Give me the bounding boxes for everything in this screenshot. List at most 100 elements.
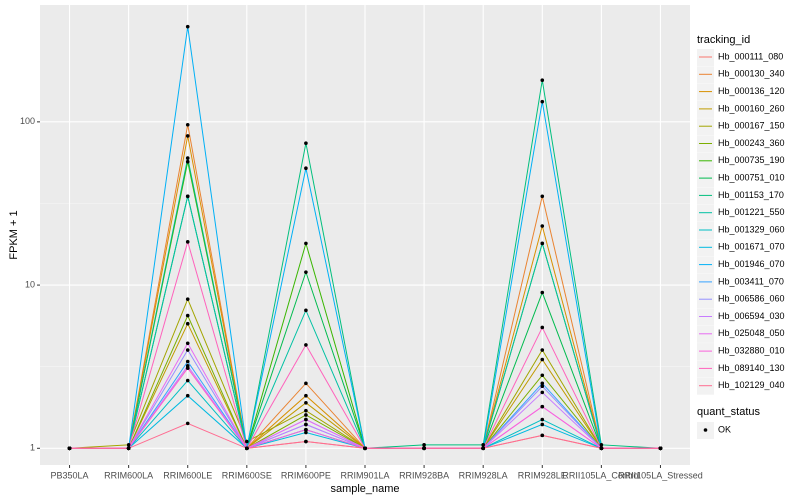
point <box>126 446 131 451</box>
point <box>304 308 308 313</box>
point <box>363 446 367 451</box>
point <box>304 141 308 146</box>
legend-label: Hb_000111_080 <box>718 51 783 61</box>
legend-label: Hb_000243_360 <box>718 138 785 148</box>
point <box>540 433 545 438</box>
point <box>185 24 190 29</box>
legend-label: Hb_102129_040 <box>718 380 785 390</box>
point <box>304 270 308 274</box>
point <box>185 156 190 160</box>
legend-point <box>703 428 708 432</box>
legend-label: Hb_000167_150 <box>718 121 785 131</box>
point <box>540 348 545 352</box>
point <box>540 224 545 228</box>
point <box>185 341 190 346</box>
point <box>304 422 308 427</box>
point <box>304 393 308 398</box>
x-tick-label: RRIM600PE <box>281 470 331 480</box>
point <box>67 446 72 451</box>
point <box>304 417 308 422</box>
point <box>304 430 308 435</box>
point <box>540 390 545 395</box>
point <box>540 381 545 386</box>
legend-label: Hb_000160_260 <box>718 103 785 113</box>
x-tick-label: RRIM901LA <box>340 470 389 480</box>
legend-label: Hb_001946_070 <box>718 259 785 269</box>
point <box>185 134 190 138</box>
point <box>304 408 308 413</box>
point <box>540 194 545 199</box>
point <box>185 378 190 383</box>
point <box>422 446 426 451</box>
point <box>185 194 190 199</box>
point <box>422 443 426 447</box>
point <box>304 400 308 405</box>
point <box>185 366 190 370</box>
shape-legend-title: quant_status <box>697 406 760 418</box>
x-axis-title: sample_name <box>330 483 399 495</box>
point <box>304 439 308 444</box>
point <box>185 122 190 127</box>
point <box>599 446 604 451</box>
point <box>304 381 308 386</box>
point <box>540 417 545 422</box>
legend-title: tracking_id <box>697 34 750 46</box>
legend-label: Hb_000735_190 <box>718 155 785 165</box>
point <box>540 404 545 409</box>
x-tick-label: PB350LA <box>51 470 89 480</box>
point <box>540 357 545 362</box>
x-tick-label: RRII105LA_Control <box>562 470 640 480</box>
point <box>245 446 249 451</box>
y-tick-label: 1 <box>30 443 35 453</box>
x-tick-label: RRIM600SE <box>222 470 272 480</box>
legend-label: Hb_032880_010 <box>718 345 785 355</box>
x-tick-label: RRIM600LE <box>163 470 212 480</box>
legend-label: Hb_000136_120 <box>718 86 785 96</box>
point <box>540 373 545 378</box>
point <box>126 443 131 447</box>
point <box>185 348 190 352</box>
point <box>245 439 249 444</box>
point <box>185 297 190 301</box>
legend-label: Hb_000130_340 <box>718 69 785 79</box>
point <box>304 166 308 171</box>
point <box>658 446 663 451</box>
y-tick-label: 100 <box>20 116 35 126</box>
legend-label: Hb_001671_070 <box>718 242 785 252</box>
x-tick-label: RRIM928LA <box>459 470 508 480</box>
y-tick-label: 10 <box>25 279 35 289</box>
point <box>304 343 308 347</box>
x-tick-label: RRIM928BA <box>399 470 449 480</box>
y-axis-title: FPKM + 1 <box>8 210 20 259</box>
point <box>185 359 190 364</box>
legend-label: OK <box>718 424 731 434</box>
x-tick-label: RRIM928LE <box>518 470 567 480</box>
point <box>540 325 545 330</box>
point <box>540 78 545 82</box>
legend-label: Hb_089140_130 <box>718 363 785 373</box>
point <box>599 443 604 447</box>
point <box>304 427 308 432</box>
legend-label: Hb_006594_030 <box>718 311 785 321</box>
legend-label: Hb_001153_170 <box>718 190 784 200</box>
legend-label: Hb_001329_060 <box>718 224 785 234</box>
point <box>540 422 545 427</box>
point <box>540 241 545 246</box>
point <box>304 241 308 246</box>
point <box>185 321 190 326</box>
legend-label: Hb_003411_070 <box>718 276 784 286</box>
point <box>185 240 190 244</box>
point <box>185 421 190 426</box>
x-tick-label: RRIM600LA <box>104 470 153 480</box>
legend-label: Hb_001221_550 <box>718 207 785 217</box>
x-tick-label: RRII105LA_Stressed <box>618 470 703 480</box>
point <box>481 446 485 451</box>
legend-label: Hb_006586_060 <box>718 294 785 304</box>
point <box>185 393 190 398</box>
point <box>540 290 545 295</box>
point <box>540 384 545 389</box>
point <box>304 413 308 417</box>
point <box>481 443 485 447</box>
point <box>185 159 190 164</box>
